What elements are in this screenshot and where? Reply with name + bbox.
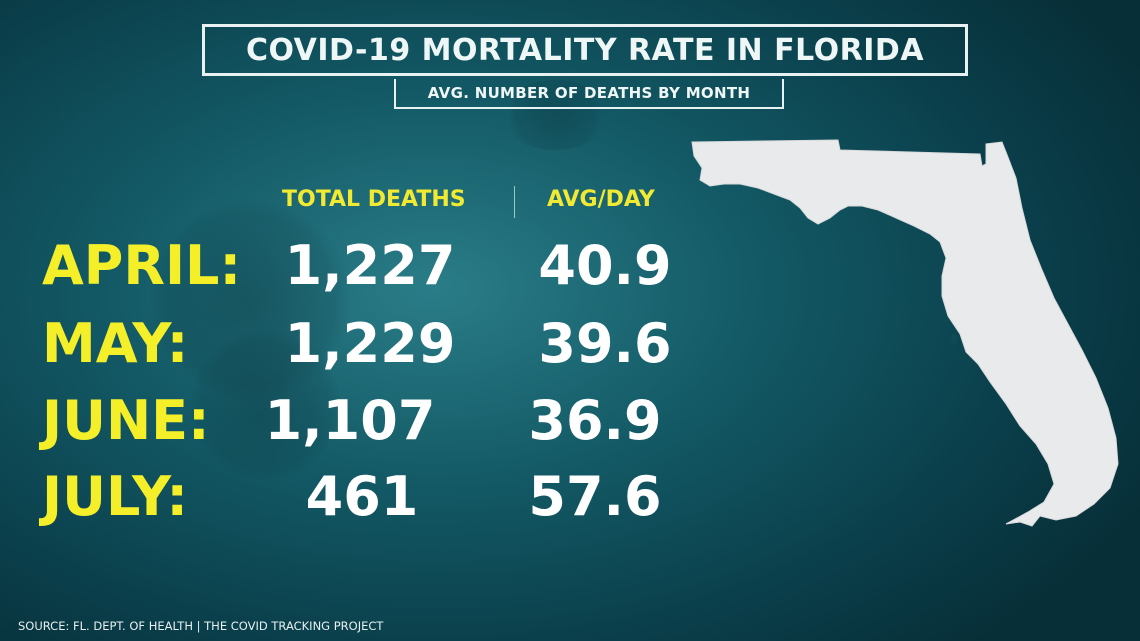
page-title: COVID-19 MORTALITY RATE IN FLORIDA xyxy=(202,24,968,76)
source-caption: SOURCE: FL. DEPT. OF HEALTH | THE COVID … xyxy=(18,619,384,633)
total-deaths-value: 1,229 xyxy=(284,312,456,375)
avg-day-value: 39.6 xyxy=(538,312,672,375)
table-row-april: APRIL: 1,227 40.9 xyxy=(0,230,720,302)
month-label: APRIL: xyxy=(42,234,242,297)
table-row-may: MAY: 1,229 39.6 xyxy=(0,308,720,380)
header-total-deaths: TOTAL DEATHS xyxy=(282,187,466,212)
month-label: MAY: xyxy=(42,312,189,375)
header-divider xyxy=(514,186,515,218)
month-label: JUNE: xyxy=(42,389,210,452)
avg-day-value: 36.9 xyxy=(528,389,662,452)
header-avg-day: AVG/DAY xyxy=(547,187,655,212)
total-deaths-value: 1,107 xyxy=(264,389,436,452)
table-row-june: JUNE: 1,107 36.9 xyxy=(0,385,720,457)
month-label: JULY: xyxy=(42,465,188,528)
virus-background-3 xyxy=(500,80,610,150)
virus-background-1 xyxy=(150,200,350,400)
total-deaths-value: 1,227 xyxy=(284,234,456,297)
florida-map-icon xyxy=(691,139,1119,527)
total-deaths-value: 461 xyxy=(305,465,419,528)
avg-day-value: 40.9 xyxy=(538,234,672,297)
page-subtitle: AVG. NUMBER OF DEATHS BY MONTH xyxy=(394,79,784,109)
virus-background-2 xyxy=(190,330,340,480)
avg-day-value: 57.6 xyxy=(528,465,662,528)
table-row-july: JULY: 461 57.6 xyxy=(0,461,720,533)
